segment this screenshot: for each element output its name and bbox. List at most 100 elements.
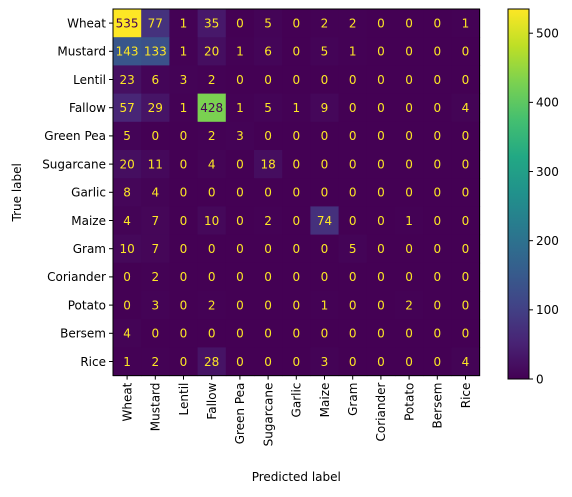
heatmap-cell <box>310 262 340 292</box>
heatmap-cell <box>197 150 227 179</box>
cell-value-label: 5 <box>123 129 131 143</box>
cell-value-label: 0 <box>405 355 413 369</box>
heatmap-cell <box>254 347 283 377</box>
heatmap-cell <box>451 291 481 320</box>
cell-value-label: 2 <box>208 298 216 312</box>
cell-value-label: 0 <box>462 242 470 256</box>
heatmap-cell <box>338 319 368 348</box>
x-tick-label: Lentil <box>177 383 191 416</box>
heatmap-cell <box>197 9 227 38</box>
cell-value-label: 0 <box>433 270 441 284</box>
heatmap-cell <box>141 206 170 236</box>
heatmap-cell <box>451 234 481 264</box>
y-tick-label: Fallow <box>69 101 106 115</box>
cell-value-label: 0 <box>462 214 470 228</box>
cell-value-label: 0 <box>292 327 300 341</box>
colorbar-tick-label: 200 <box>536 234 559 248</box>
cell-value-label: 0 <box>180 186 188 200</box>
cell-value-label: 0 <box>321 270 329 284</box>
heatmap-cell <box>197 262 227 292</box>
heatmap-cell <box>254 319 283 348</box>
cell-value-label: 0 <box>292 298 300 312</box>
cell-value-label: 428 <box>200 101 223 115</box>
cell-value-label: 0 <box>236 242 244 256</box>
heatmap-cell <box>338 291 368 320</box>
cell-value-label: 0 <box>180 298 188 312</box>
heatmap-cell <box>366 121 396 151</box>
heatmap-cell <box>169 291 199 320</box>
cell-value-label: 0 <box>292 355 300 369</box>
heatmap-cell <box>395 291 424 320</box>
y-tick-label: Wheat <box>67 16 106 30</box>
heatmap-cell <box>197 121 227 151</box>
cell-value-label: 10 <box>204 214 219 228</box>
cell-value-label: 0 <box>349 214 357 228</box>
cell-value-label: 0 <box>377 129 385 143</box>
cell-value-label: 0 <box>405 327 413 341</box>
heatmap-cell <box>141 178 170 207</box>
heatmap-cell <box>225 178 255 207</box>
heatmap-cell <box>282 291 311 320</box>
cell-value-label: 0 <box>377 355 385 369</box>
cell-value-label: 0 <box>405 270 413 284</box>
cell-value-label: 0 <box>377 73 385 87</box>
heatmap-cell <box>338 65 368 95</box>
heatmap-cell <box>282 234 311 264</box>
heatmap-cell <box>366 37 396 66</box>
y-tick-label: Coriander <box>47 270 106 284</box>
heatmap-cell <box>338 9 368 38</box>
x-tick-label: Rice <box>459 383 473 409</box>
cell-value-label: 535 <box>116 16 139 30</box>
cell-value-label: 0 <box>292 45 300 59</box>
y-tick-label: Bersem <box>60 327 106 341</box>
cell-value-label: 0 <box>236 270 244 284</box>
cell-value-label: 0 <box>292 129 300 143</box>
heatmap-cell <box>310 319 340 348</box>
heatmap-cell <box>225 93 255 123</box>
heatmap-cell <box>395 121 424 151</box>
cell-value-label: 0 <box>405 16 413 30</box>
heatmap-cell <box>338 234 368 264</box>
cell-value-label: 1 <box>462 16 470 30</box>
heatmap-cell <box>451 9 481 38</box>
y-tick-label: Potato <box>68 298 106 312</box>
heatmap-cell <box>423 121 452 151</box>
cell-value-label: 0 <box>433 101 441 115</box>
cell-value-label: 0 <box>236 214 244 228</box>
heatmap-cell <box>113 319 142 348</box>
cell-value-label: 2 <box>405 298 413 312</box>
heatmap-cell <box>254 291 283 320</box>
heatmap-cell <box>282 93 311 123</box>
cell-value-label: 0 <box>405 45 413 59</box>
heatmap-cell <box>395 347 424 377</box>
heatmap-cell <box>282 262 311 292</box>
cell-value-label: 0 <box>292 16 300 30</box>
cell-value-label: 3 <box>180 73 188 87</box>
heatmap-cell <box>169 347 199 377</box>
heatmap-cell <box>366 93 396 123</box>
heatmap-cell <box>225 319 255 348</box>
heatmap-cell <box>282 9 311 38</box>
cell-value-label: 1 <box>236 101 244 115</box>
cell-value-label: 0 <box>321 129 329 143</box>
cell-value-label: 0 <box>349 129 357 143</box>
cell-value-label: 0 <box>321 186 329 200</box>
heatmap-cells <box>113 9 481 377</box>
y-tick-label: Rice <box>80 355 106 369</box>
heatmap-cell <box>366 150 396 179</box>
heatmap-cell <box>141 37 170 66</box>
heatmap-cell <box>366 291 396 320</box>
x-tick-label: Potato <box>402 383 416 421</box>
cell-value-label: 0 <box>349 355 357 369</box>
cell-value-label: 0 <box>264 270 272 284</box>
heatmap-cell <box>310 93 340 123</box>
heatmap-cell <box>282 206 311 236</box>
cell-value-label: 0 <box>264 129 272 143</box>
cell-value-label: 0 <box>377 298 385 312</box>
heatmap-cell <box>197 65 227 95</box>
cell-value-label: 0 <box>433 355 441 369</box>
cell-value-label: 1 <box>123 355 131 369</box>
heatmap-cell <box>366 9 396 38</box>
